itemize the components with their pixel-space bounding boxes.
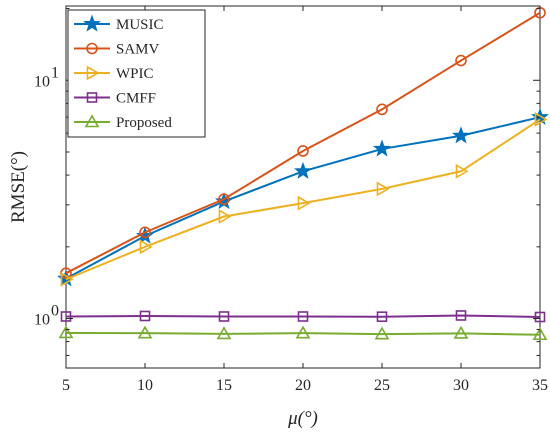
legend-label: MUSIC xyxy=(116,17,164,33)
data-point xyxy=(532,327,548,341)
series-line xyxy=(65,331,541,336)
series-wpic xyxy=(60,112,548,287)
data-point xyxy=(455,310,467,321)
y-tick-label: 10 xyxy=(34,73,50,90)
x-tick-label: 10 xyxy=(137,377,153,394)
legend: MUSIC SAMV WPIC CMFF Proposed xyxy=(67,9,206,138)
data-point xyxy=(297,145,309,157)
x-tick-label: 30 xyxy=(453,377,469,394)
legend-item-wpic: WPIC xyxy=(74,65,154,82)
data-point xyxy=(374,326,390,340)
legend-label: WPIC xyxy=(116,66,154,82)
data-point xyxy=(455,163,469,179)
data-point xyxy=(534,311,546,323)
series-line xyxy=(65,11,541,275)
data-point xyxy=(295,325,311,339)
legend-marker xyxy=(86,42,98,55)
legend-item-proposed: Proposed xyxy=(74,114,172,131)
x-axis-label: μ(°) xyxy=(287,408,318,429)
data-point xyxy=(376,103,388,116)
data-point xyxy=(139,226,151,239)
data-point xyxy=(216,326,232,340)
legend-marker xyxy=(82,14,102,32)
y-tick-exponent: 0 xyxy=(51,303,59,320)
y-tick-exponent: 1 xyxy=(51,64,59,81)
series-line xyxy=(65,314,541,318)
data-point xyxy=(135,226,155,244)
x-tick-label: 5 xyxy=(62,377,70,394)
data-point xyxy=(60,311,72,322)
legend-label: CMFF xyxy=(116,91,156,107)
data-point xyxy=(139,310,151,322)
data-point xyxy=(218,193,230,205)
data-point xyxy=(139,239,153,255)
data-point xyxy=(137,325,153,339)
data-point xyxy=(534,112,548,127)
legend-label: SAMV xyxy=(116,42,160,58)
series-cmff xyxy=(60,310,546,323)
series-line xyxy=(65,118,541,281)
data-point xyxy=(58,325,74,339)
data-point xyxy=(218,209,232,224)
x-tick-label: 15 xyxy=(216,377,232,394)
series-layer xyxy=(56,6,550,341)
data-point xyxy=(376,311,388,322)
legend-item-music: MUSIC xyxy=(74,14,164,33)
y-tick-label: 10 xyxy=(34,312,50,329)
data-point xyxy=(453,325,469,339)
legend-item-cmff: CMFF xyxy=(74,91,156,107)
x-tick-label: 35 xyxy=(532,377,548,394)
y-axis-label: RMSE(°) xyxy=(8,151,29,223)
data-point xyxy=(218,311,230,322)
legend-marker xyxy=(86,65,100,81)
legend-label: Proposed xyxy=(116,115,172,131)
data-point xyxy=(293,161,313,179)
data-point xyxy=(376,181,390,197)
data-point xyxy=(60,271,74,287)
data-point xyxy=(297,195,311,211)
legend-marker xyxy=(86,92,98,103)
x-tick-label: 20 xyxy=(295,377,311,394)
legend-marker xyxy=(84,114,100,128)
series-proposed xyxy=(58,325,548,341)
data-point xyxy=(455,54,467,67)
data-point xyxy=(372,139,392,157)
x-tick-label: 25 xyxy=(374,377,390,394)
legend-item-samv: SAMV xyxy=(74,42,160,58)
data-point xyxy=(297,311,309,322)
data-point xyxy=(451,126,471,144)
